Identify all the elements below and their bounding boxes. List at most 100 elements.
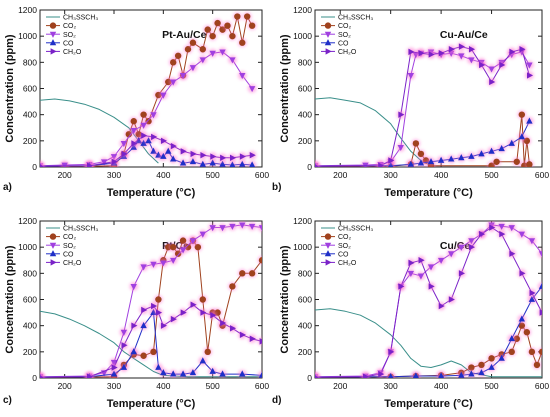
panel-2: 0 200 400 600 800 1000 1200 200 300 400 500 600 Temp… — [272, 5, 549, 199]
legend-label-ch2o: CH₂O — [63, 49, 82, 56]
data-point-so2 — [179, 73, 187, 80]
data-point-co2 — [258, 257, 262, 264]
data-point-co — [437, 156, 445, 163]
data-point-co2 — [478, 361, 485, 369]
data-point-co2 — [513, 158, 520, 165]
data-point-co — [528, 295, 536, 302]
data-point-co2 — [239, 270, 246, 277]
legend-marker-ch2o — [325, 259, 332, 266]
data-point-co2 — [518, 111, 526, 118]
y-tick-label: 1000 — [293, 31, 312, 41]
data-point-ch2o — [40, 375, 44, 378]
data-point-ch2o — [170, 142, 177, 150]
y-tick-label: 0 — [32, 162, 37, 172]
data-point-so2 — [508, 225, 515, 232]
data-point-ch2o — [388, 348, 395, 356]
data-point-co2 — [528, 348, 536, 356]
data-point-so2 — [239, 73, 246, 80]
data-point-co — [189, 158, 197, 165]
y-tick-label: 600 — [23, 84, 37, 94]
x-axis-label: Temperature (°C) — [384, 398, 473, 410]
y-tick-label: 0 — [32, 373, 37, 383]
x-tick-label: 500 — [206, 170, 220, 180]
series-line-ch3ssch3 — [315, 97, 432, 167]
y-axis-label: Concentration (ppm) — [279, 34, 291, 142]
data-point-co — [417, 159, 425, 166]
data-point-ch2o — [519, 46, 526, 53]
data-point-so2 — [160, 92, 167, 99]
x-tick-label: 400 — [434, 381, 448, 391]
panel-letter: d) — [272, 395, 281, 406]
data-point-co — [468, 370, 475, 377]
data-point-so2 — [458, 53, 465, 60]
data-point-co — [458, 371, 465, 378]
data-point-ch2o — [378, 162, 385, 167]
data-point-co2 — [417, 150, 425, 158]
y-tick-label: 1000 — [293, 242, 312, 252]
y-tick-label: 400 — [298, 110, 312, 120]
data-point-co2 — [488, 355, 495, 362]
data-point-co2 — [194, 243, 202, 251]
data-point-ch2o — [121, 150, 128, 158]
data-point-co — [518, 133, 526, 140]
data-point-co — [488, 363, 495, 370]
data-point-co — [498, 145, 505, 152]
data-point-co2 — [184, 46, 192, 53]
data-point-co — [498, 354, 505, 361]
data-point-ch2o — [448, 46, 455, 53]
data-point-so2 — [61, 162, 68, 167]
data-point-ch2o — [509, 48, 516, 56]
data-point-so2 — [526, 62, 533, 69]
panel-title: Cu-Au/Ce — [440, 29, 488, 41]
data-point-co — [150, 147, 157, 154]
data-point-co — [407, 160, 415, 167]
data-point-co — [199, 357, 206, 364]
data-point-so2 — [437, 257, 445, 264]
data-point-ch2o — [479, 230, 486, 238]
data-point-so2 — [120, 141, 128, 148]
y-tick-label: 800 — [298, 268, 312, 278]
data-point-so2 — [258, 225, 262, 232]
data-point-co2 — [170, 243, 177, 251]
legend-label-ch3ssch3: CH₃SSCH₃ — [63, 226, 98, 233]
data-point-co — [160, 369, 167, 376]
legend-marker-so2 — [49, 242, 57, 249]
data-point-so2 — [518, 231, 526, 238]
data-point-co2 — [179, 237, 187, 244]
data-point-co — [170, 370, 177, 377]
legend-label-ch3ssch3: CH₃SSCH₃ — [338, 226, 373, 233]
data-point-so2 — [427, 264, 435, 271]
data-point-co — [478, 369, 485, 376]
data-point-co — [120, 363, 128, 370]
data-point-ch2o — [529, 289, 536, 297]
x-tick-label: 300 — [107, 381, 121, 391]
data-point-ch2o — [259, 338, 262, 345]
legend-label-so2: SO₂ — [63, 243, 76, 250]
data-point-co2 — [229, 32, 236, 40]
data-point-so2 — [189, 238, 197, 245]
legend-label-co: CO — [63, 251, 74, 258]
data-point-so2 — [538, 251, 542, 258]
y-tick-label: 200 — [298, 347, 312, 357]
data-point-co — [130, 348, 137, 355]
data-point-ch2o — [428, 51, 435, 58]
data-point-so2 — [397, 144, 404, 152]
data-point-so2 — [407, 270, 415, 278]
data-point-ch2o — [210, 312, 217, 319]
data-point-so2 — [229, 57, 236, 64]
legend-marker-so2 — [49, 31, 57, 38]
y-tick-label: 0 — [307, 373, 312, 383]
legend-label-ch2o: CH₂O — [338, 49, 357, 56]
legend-label-ch3ssch3: CH₃SSCH₃ — [338, 15, 373, 22]
data-point-co2 — [214, 19, 221, 27]
data-point-co — [199, 160, 206, 167]
series-group — [40, 12, 257, 167]
data-point-so2 — [468, 57, 475, 64]
data-point-co — [140, 139, 147, 146]
data-point-ch2o — [438, 49, 445, 57]
y-tick-label: 1000 — [18, 31, 37, 41]
data-point-ch2o — [141, 132, 148, 139]
data-point-so2 — [150, 112, 157, 119]
data-point-so2 — [468, 238, 475, 245]
